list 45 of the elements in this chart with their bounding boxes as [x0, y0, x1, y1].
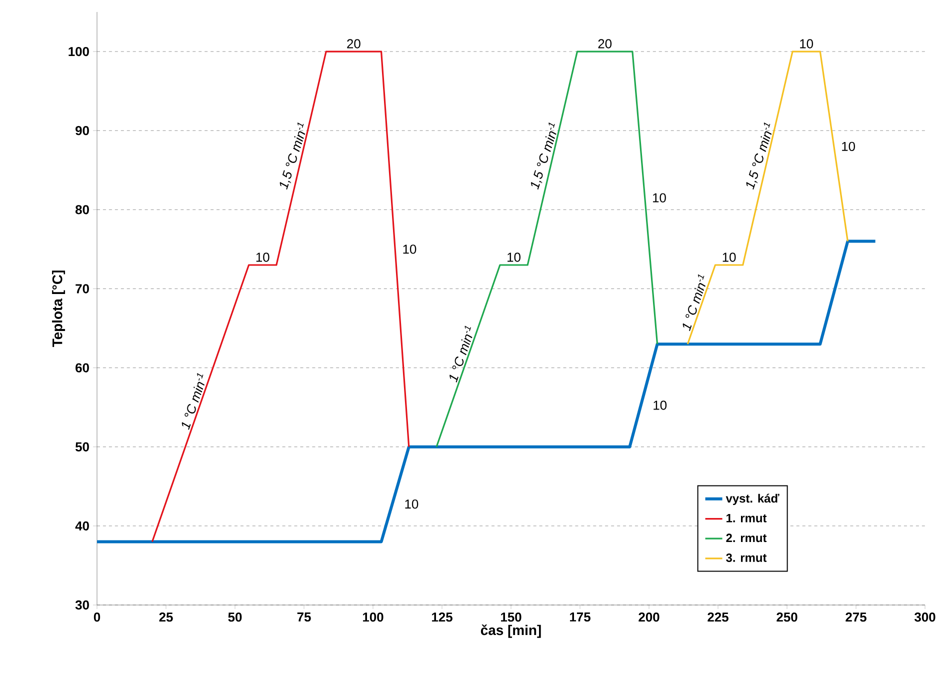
annotation: 10 — [256, 252, 270, 262]
annotation: 1 °C min$^{-1}$ — [450, 326, 472, 382]
annotation: 10 — [653, 193, 666, 202]
y-axis-title: Teplota [°C] — [52, 270, 66, 348]
legend-label: 1. rmut — [726, 514, 767, 522]
annotation: 10 — [654, 400, 667, 410]
x-tick-label: 175 — [570, 612, 590, 622]
legend-label: 3. rmut — [726, 553, 767, 562]
annotation: 1 °C min$^{-1}$ — [682, 274, 706, 332]
x-tick-label: 250 — [776, 612, 798, 622]
y-tick-label: 80 — [75, 205, 89, 214]
x-tick-label: 50 — [228, 612, 242, 622]
legend-label: vyst. káď — [726, 494, 780, 506]
y-tick-label: 40 — [75, 521, 89, 531]
x-tick-label: 225 — [708, 612, 728, 622]
x-tick-label: 75 — [297, 612, 311, 622]
annotation: 10 — [405, 499, 418, 509]
annotation: 10 — [842, 142, 856, 151]
x-tick-label: 150 — [501, 612, 522, 622]
x-axis-title: čas [min] — [480, 624, 541, 638]
annotation: 1,5 °C min$^{-1}$ — [530, 122, 556, 190]
x-tick-label: 300 — [914, 612, 936, 622]
x-tick-label: 200 — [638, 612, 660, 622]
y-tick-label: 100 — [68, 46, 89, 56]
x-tick-label: 125 — [432, 612, 452, 622]
y-tick-label: 30 — [75, 600, 89, 610]
y-tick-label: 50 — [75, 442, 89, 452]
annotation: 10 — [403, 244, 416, 254]
x-tick-label: 25 — [159, 612, 173, 622]
annotation: 1,5 °C min$^{-1}$ — [280, 122, 306, 190]
annotation: 20 — [598, 39, 612, 48]
x-tick-label: 0 — [94, 612, 100, 622]
y-tick-label: 60 — [76, 363, 89, 372]
annotation: 10 — [722, 252, 736, 262]
y-tick-label: 90 — [76, 126, 89, 136]
annotation: 1 °C min$^{-1}$ — [182, 373, 205, 430]
y-tick-label: 70 — [76, 284, 89, 294]
annotation: 10 — [508, 252, 520, 262]
annotation: 1,5 °C min$^{-1}$ — [746, 122, 772, 190]
annotation: 20 — [347, 39, 360, 48]
x-tick-label: 275 — [846, 612, 866, 622]
line-series — [96, 240, 877, 544]
legend-label: 2. rmut — [726, 534, 767, 542]
annotation: 10 — [800, 39, 814, 48]
x-tick-label: 100 — [363, 612, 384, 622]
